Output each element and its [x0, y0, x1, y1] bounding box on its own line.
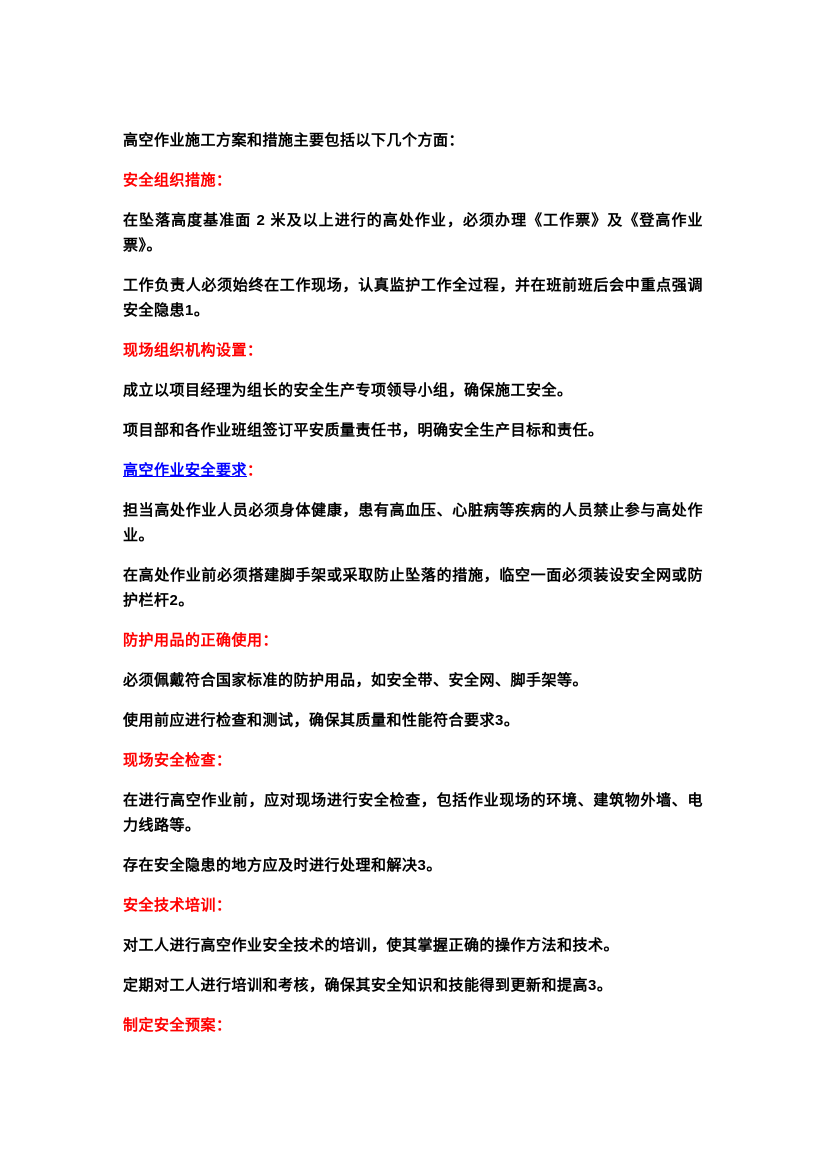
- body-paragraph: 使用前应进行检查和测试，确保其质量和性能符合要求3。: [123, 712, 520, 729]
- section-heading: 安全组织措施：: [123, 172, 232, 189]
- section-heading: 现场组织机构设置：: [123, 342, 263, 359]
- body-paragraph: 对工人进行高空作业安全技术的培训，使其掌握正确的操作方法和技术。: [123, 937, 620, 954]
- body-paragraph: 存在安全隐患的地方应及时进行处理和解决3。: [123, 857, 442, 874]
- body-paragraph: 在坠落高度基准面 2 米及以上进行的高处作业，必须办理《工作票》及《登高作业票》…: [123, 212, 703, 254]
- section-heading: 安全技术培训：: [123, 897, 232, 914]
- body-paragraph: 工作负责人必须始终在工作现场，认真监护工作全过程，并在班前班后会中重点强调安全隐…: [123, 277, 703, 319]
- document-body: 高空作业施工方案和措施主要包括以下几个方面： 安全组织措施： 在坠落高度基准面 2 …: [123, 128, 703, 1038]
- section-heading-link[interactable]: 高空作业安全要求: [123, 462, 248, 479]
- body-paragraph: 项目部和各作业班组签订平安质量责任书，明确安全生产目标和责任。: [123, 422, 604, 439]
- body-paragraph: 在进行高空作业前，应对现场进行安全检查，包括作业现场的环境、建筑物外墙、电力线路…: [123, 792, 703, 834]
- body-paragraph: 成立以项目经理为组长的安全生产专项领导小组，确保施工安全。: [123, 382, 573, 399]
- section-heading: 制定安全预案：: [123, 1017, 232, 1034]
- body-paragraph: 必须佩戴符合国家标准的防护用品，如安全带、安全网、脚手架等。: [123, 672, 589, 689]
- body-paragraph: 高空作业施工方案和措施主要包括以下几个方面：: [123, 132, 465, 149]
- section-heading-colon: ：: [247, 462, 263, 479]
- section-heading: 防护用品的正确使用：: [123, 632, 279, 649]
- body-paragraph: 担当高处作业人员必须身体健康，患有高血压、心脏病等疾病的人员禁止参与高处作业。: [123, 502, 703, 544]
- section-heading: 现场安全检查：: [123, 752, 232, 769]
- body-paragraph: 定期对工人进行培训和考核，确保其安全知识和技能得到更新和提高3。: [123, 977, 613, 994]
- body-paragraph: 在高处作业前必须搭建脚手架或采取防止坠落的措施，临空一面必须装设安全网或防护栏杆…: [123, 567, 703, 609]
- section-heading-linked: 高空作业安全要求：: [123, 458, 703, 483]
